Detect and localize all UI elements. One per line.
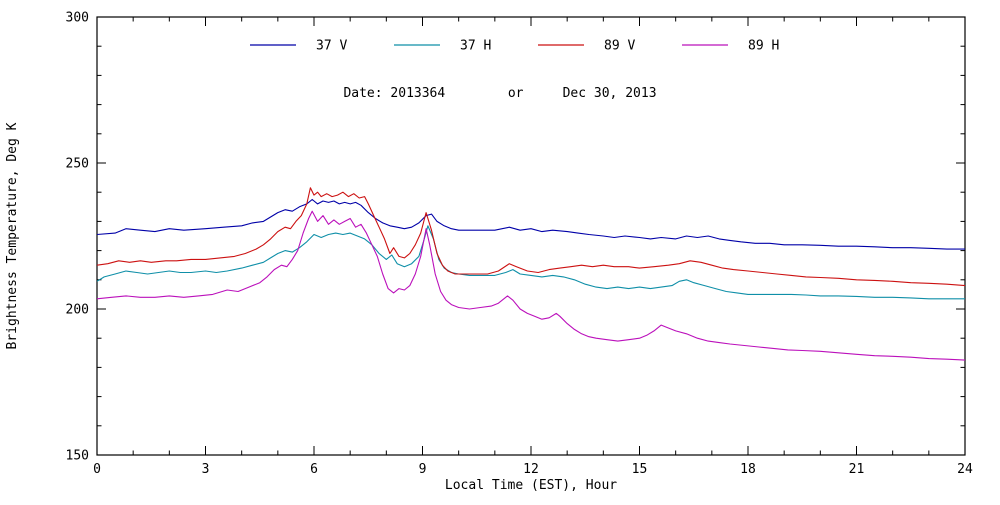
plot-frame — [96, 16, 966, 456]
x-tick-labels: 0 3 6 9 12 15 18 21 24 — [93, 462, 973, 477]
legend-label: 37 H — [460, 39, 491, 54]
svg-text:200: 200 — [66, 303, 89, 318]
legend-item-37-v: 37 V — [250, 39, 347, 54]
svg-text:9: 9 — [419, 462, 427, 477]
legend-label: 89 H — [748, 39, 779, 54]
series-89-v-line — [96, 187, 966, 287]
legend-item-89-h: 89 H — [682, 39, 779, 54]
legend-item-37-h: 37 H — [394, 39, 491, 54]
svg-text:3: 3 — [202, 462, 210, 477]
svg-text:250: 250 — [66, 157, 89, 172]
series-37-h-line — [96, 225, 965, 300]
legend-label: 37 V — [316, 39, 347, 54]
y-tick-labels: 150 200 250 300 — [66, 11, 89, 464]
svg-text:21: 21 — [849, 462, 865, 477]
svg-text:15: 15 — [632, 462, 648, 477]
legend-label: 89 V — [604, 39, 635, 54]
legend: 37 V 37 H 89 V 89 H — [250, 39, 779, 54]
svg-text:300: 300 — [66, 11, 89, 26]
svg-text:24: 24 — [957, 462, 973, 477]
svg-text:6: 6 — [310, 462, 318, 477]
axis-ticks — [96, 16, 966, 456]
svg-text:18: 18 — [740, 462, 756, 477]
date-annotation: Date: 2013364 or Dec 30, 2013 — [343, 86, 656, 101]
series-89-h-line — [96, 210, 966, 361]
x-axis-title: Local Time (EST), Hour — [445, 478, 617, 493]
legend-item-89-v: 89 V — [538, 39, 635, 54]
series-37-v-line — [96, 198, 965, 250]
svg-text:150: 150 — [66, 449, 89, 464]
y-axis-title: Brightness Temperature, Deg K — [5, 122, 20, 349]
svg-text:12: 12 — [523, 462, 539, 477]
svg-text:0: 0 — [93, 462, 101, 477]
